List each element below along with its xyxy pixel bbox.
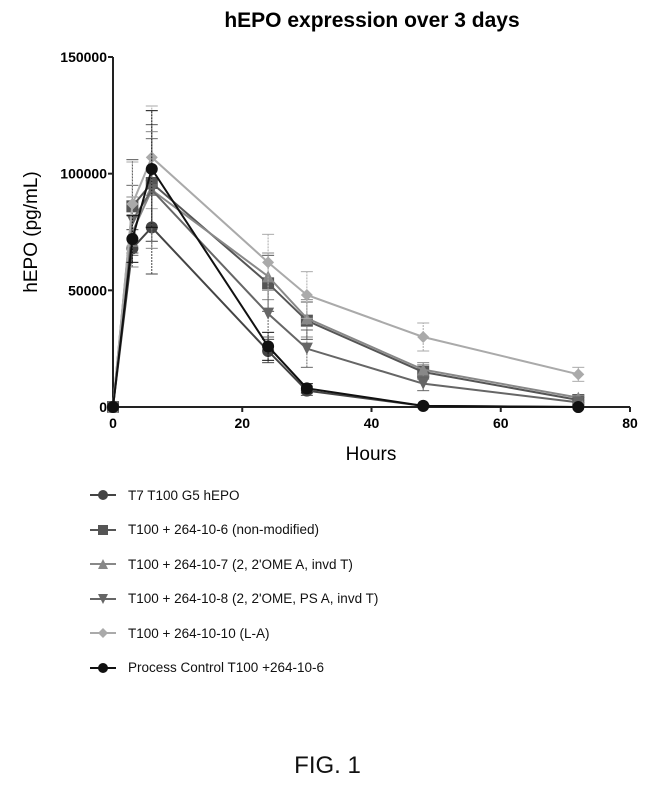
series-4: [107, 106, 584, 413]
series-line: [113, 157, 578, 407]
x-tick-label: 60: [493, 415, 509, 431]
marker-square: [98, 525, 108, 535]
marker-circle: [417, 400, 429, 412]
legend-marker: [88, 661, 118, 675]
series-line: [113, 169, 578, 407]
marker-circle: [572, 401, 584, 413]
legend-item: T100 + 264-10-6 (non-modified): [88, 513, 378, 548]
y-tick-label: 0: [99, 399, 107, 415]
y-tick-label: 150000: [60, 49, 107, 65]
legend: T7 T100 G5 hEPO T100 + 264-10-6 (non-modi…: [88, 478, 378, 685]
series-line: [113, 227, 578, 407]
series-3: [107, 139, 584, 413]
legend-marker: [88, 626, 118, 640]
marker-circle: [98, 490, 108, 500]
legend-marker: [88, 488, 118, 502]
legend-marker: [88, 592, 118, 606]
x-axis-label: Hours: [346, 444, 397, 465]
series-2: [107, 132, 584, 413]
x-tick-label: 40: [364, 415, 380, 431]
legend-label: T100 + 264-10-7 (2, 2'OME A, invd T): [128, 557, 353, 572]
legend-marker: [88, 557, 118, 571]
marker-circle: [126, 233, 138, 245]
legend-item: T100 + 264-10-8 (2, 2'OME, PS A, invd T): [88, 582, 378, 617]
marker-diamond: [572, 368, 584, 380]
legend-item: T100 + 264-10-7 (2, 2'OME A, invd T): [88, 547, 378, 582]
legend-marker: [88, 523, 118, 537]
x-tick-label: 80: [622, 415, 638, 431]
y-axis-label: hEPO (pg/mL): [21, 171, 42, 292]
legend-item: Process Control T100 +264-10-6: [88, 651, 378, 686]
legend-item: T7 T100 G5 hEPO: [88, 478, 378, 513]
marker-circle: [262, 340, 274, 352]
marker-circle: [146, 163, 158, 175]
marker-circle: [301, 382, 313, 394]
y-tick-label: 50000: [68, 282, 107, 298]
marker-triangle-down: [301, 343, 313, 355]
legend-item: T100 + 264-10-10 (L-A): [88, 616, 378, 651]
series-line: [113, 190, 578, 407]
figure-label: FIG. 1: [0, 752, 655, 780]
legend-label: T100 + 264-10-6 (non-modified): [128, 522, 319, 537]
legend-label: T7 T100 G5 hEPO: [128, 488, 240, 503]
x-tick-label: 20: [234, 415, 250, 431]
line-chart: hEPO expression over 3 days hEPO (pg/mL)…: [0, 0, 655, 470]
marker-diamond: [417, 331, 429, 343]
marker-circle: [98, 663, 108, 673]
chart-title: hEPO expression over 3 days: [224, 9, 519, 32]
series-1: [107, 125, 584, 413]
legend-label: T100 + 264-10-10 (L-A): [128, 626, 269, 641]
y-tick-label: 100000: [60, 166, 107, 182]
legend-label: T100 + 264-10-8 (2, 2'OME, PS A, invd T): [128, 591, 378, 606]
legend-label: Process Control T100 +264-10-6: [128, 660, 324, 675]
marker-diamond: [98, 628, 108, 638]
marker-circle: [107, 401, 119, 413]
series-0: [107, 181, 584, 413]
series-5: [107, 111, 584, 413]
x-tick-label: 0: [109, 415, 117, 431]
